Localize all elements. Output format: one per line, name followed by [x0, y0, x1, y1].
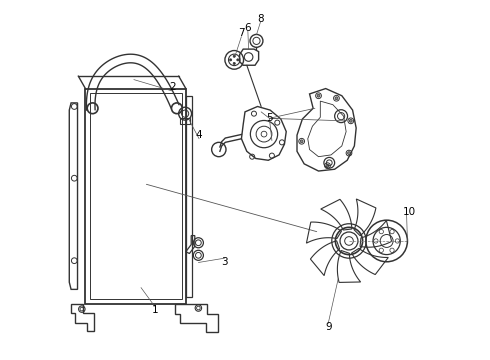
Circle shape	[237, 59, 239, 61]
Circle shape	[233, 55, 235, 57]
Circle shape	[230, 59, 232, 61]
Text: 9: 9	[325, 322, 332, 332]
Text: 6: 6	[245, 23, 251, 33]
Bar	[180, 118, 191, 125]
Text: 2: 2	[169, 82, 176, 93]
Bar	[85, 89, 186, 304]
Text: 5: 5	[266, 113, 273, 123]
Text: 1: 1	[151, 305, 158, 315]
Text: 4: 4	[196, 130, 202, 140]
Bar	[186, 96, 192, 297]
Circle shape	[233, 62, 235, 64]
Circle shape	[326, 164, 329, 167]
Bar	[90, 93, 181, 300]
Circle shape	[349, 120, 352, 122]
Text: 3: 3	[221, 257, 228, 267]
Text: 7: 7	[238, 28, 245, 38]
Circle shape	[300, 140, 303, 143]
Text: 8: 8	[257, 14, 264, 24]
Circle shape	[347, 152, 350, 154]
Text: 10: 10	[402, 207, 416, 217]
Circle shape	[335, 97, 338, 100]
Circle shape	[317, 94, 320, 97]
